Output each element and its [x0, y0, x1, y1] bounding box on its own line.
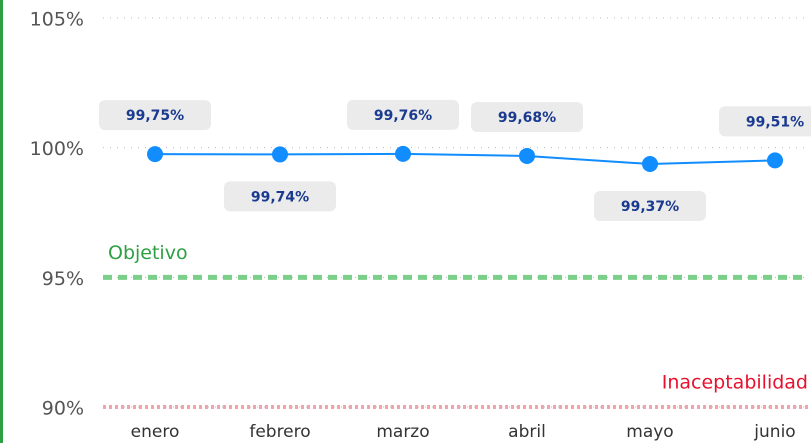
point [767, 152, 783, 169]
x-tick-label: marzo [376, 422, 429, 442]
label-box [719, 106, 811, 137]
line [154, 152, 776, 166]
x-tick-label: abril [508, 422, 546, 442]
x-tick-label: febrero [249, 422, 310, 442]
value-label: 99,68% [498, 110, 556, 126]
value-label: 99,74% [251, 189, 309, 205]
value-label: 99,75% [126, 108, 184, 124]
label-box [471, 101, 583, 132]
point [642, 156, 658, 173]
label-box [594, 191, 706, 222]
x-tick-label: mayo [626, 422, 673, 442]
y-tick-label: 105% [30, 9, 84, 31]
frame-border [0, 0, 3, 443]
label-box [347, 99, 459, 130]
value-label: 99,37% [621, 199, 679, 215]
label-box [224, 181, 336, 212]
y-tick-label: 90% [42, 398, 84, 420]
point [395, 145, 411, 162]
x-tick-label: enero [131, 422, 180, 442]
point [147, 146, 163, 163]
y-tick-label: 100% [30, 138, 84, 160]
y-tick-label: 95% [42, 268, 84, 290]
value-label: 99,51% [746, 114, 804, 130]
x-tick-label: junio [753, 422, 795, 442]
label-box [99, 100, 211, 131]
point [519, 147, 535, 164]
reference-label: Inaceptabilidad [662, 372, 808, 394]
reference-label: Objetivo [108, 242, 188, 264]
point [272, 146, 288, 163]
value-label: 99,76% [374, 108, 432, 124]
